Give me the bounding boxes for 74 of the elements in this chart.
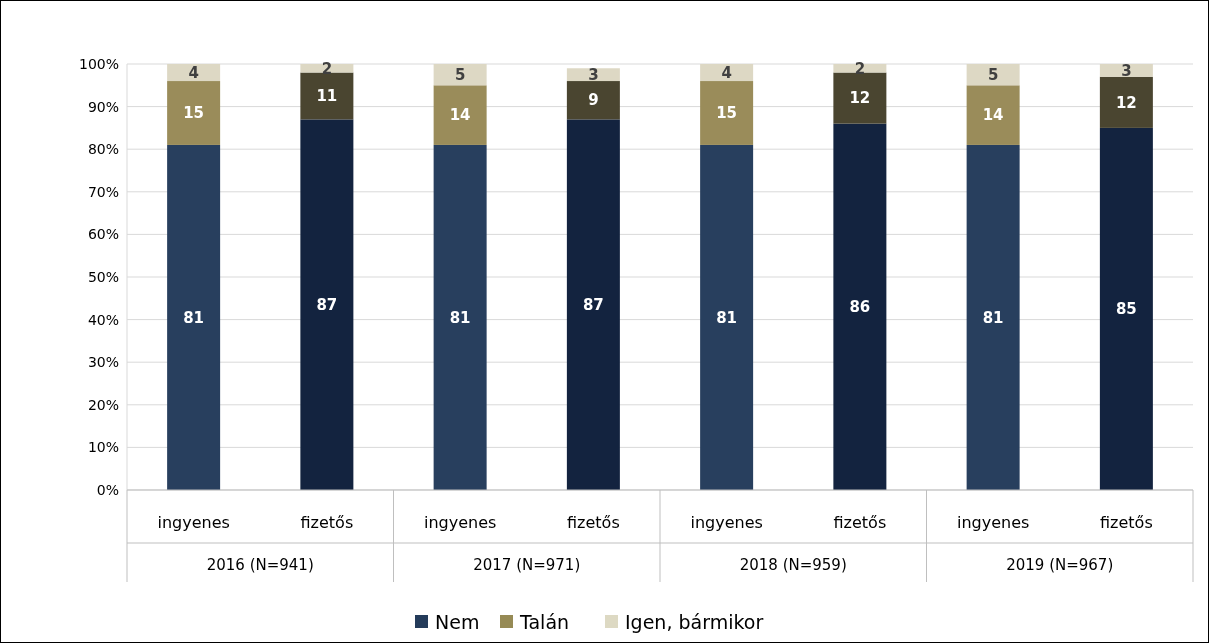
data-label: 3 (588, 65, 599, 84)
data-label: 2 (321, 59, 333, 78)
bar (1099, 127, 1153, 490)
y-tick-label: 10% (87, 439, 119, 456)
y-tick-label: 60% (87, 226, 119, 243)
text: 2016 (N=941) (206, 556, 314, 575)
bar (966, 64, 1020, 86)
bar (167, 81, 221, 145)
bar (433, 85, 487, 145)
data-label: 4 (721, 63, 732, 82)
legend-label: Talán (519, 610, 570, 633)
data-label: 3 (1121, 61, 1132, 80)
y-tick-label: 0% (96, 481, 119, 498)
data-label: 15 (716, 104, 738, 123)
data-label: 81 (982, 308, 1004, 327)
y-tick-label: 40% (87, 311, 119, 328)
bar (1099, 64, 1153, 77)
bar (700, 144, 754, 490)
bar (1099, 76, 1153, 128)
x-tick-label: ingyenes (157, 512, 230, 532)
y-tick-label: 30% (87, 354, 119, 371)
y-tick-label: 20% (87, 396, 119, 413)
x-tick-label: ingyenes (690, 512, 763, 532)
data-label: 12 (1115, 93, 1137, 112)
data-label: 86 (849, 298, 871, 317)
data-label: 9 (588, 91, 599, 110)
bar (300, 72, 354, 120)
legend-label: Nem (435, 610, 480, 633)
bar (167, 144, 221, 490)
data-label: 15 (183, 104, 205, 123)
bar (566, 68, 620, 82)
bar (167, 64, 221, 82)
data-label: 87 (316, 295, 338, 314)
bar (833, 123, 887, 490)
data-label: 14 (982, 106, 1004, 125)
text: 2018 (N=959) (739, 556, 847, 575)
bar (300, 64, 354, 73)
x-tick-label: fizetős (1100, 512, 1153, 532)
data-label: 14 (449, 106, 471, 125)
bar (300, 119, 354, 490)
bar (566, 119, 620, 490)
data-label: 81 (716, 308, 738, 327)
x-tick-label: ingyenes (956, 512, 1030, 532)
bar (966, 85, 1020, 145)
bar (833, 72, 887, 124)
text: 2017 (N=971) (473, 556, 581, 575)
text: 2019 (N=967) (1006, 556, 1114, 575)
data-label: 5 (987, 65, 999, 84)
data-label: 81 (449, 308, 471, 327)
x-tick-label: fizetős (567, 512, 620, 532)
bar (833, 64, 887, 73)
y-tick-label: 90% (87, 98, 119, 115)
bar (700, 81, 754, 145)
y-tick-label: 80% (87, 141, 119, 158)
x-tick-label: ingyenes (423, 512, 497, 532)
y-tick-label: 50% (87, 268, 119, 285)
data-label: 81 (183, 308, 205, 327)
bar (566, 81, 620, 120)
legend-label: Igen, bármikor (625, 610, 764, 633)
y-tick-label: 70% (87, 183, 119, 200)
data-label: 4 (188, 63, 199, 82)
bar (966, 144, 1020, 490)
bar (433, 64, 487, 86)
data-label: 85 (1115, 300, 1137, 319)
data-label: 11 (316, 87, 338, 106)
data-label: 87 (582, 295, 604, 314)
data-label: 5 (454, 65, 466, 84)
x-tick-label: fizetős (833, 512, 887, 532)
data-label: 12 (849, 89, 871, 108)
x-tick-label: fizetős (300, 512, 354, 532)
bar (700, 64, 754, 82)
data-label: 2 (854, 59, 866, 78)
y-tick-label: 100% (78, 55, 119, 72)
bar (433, 144, 487, 490)
